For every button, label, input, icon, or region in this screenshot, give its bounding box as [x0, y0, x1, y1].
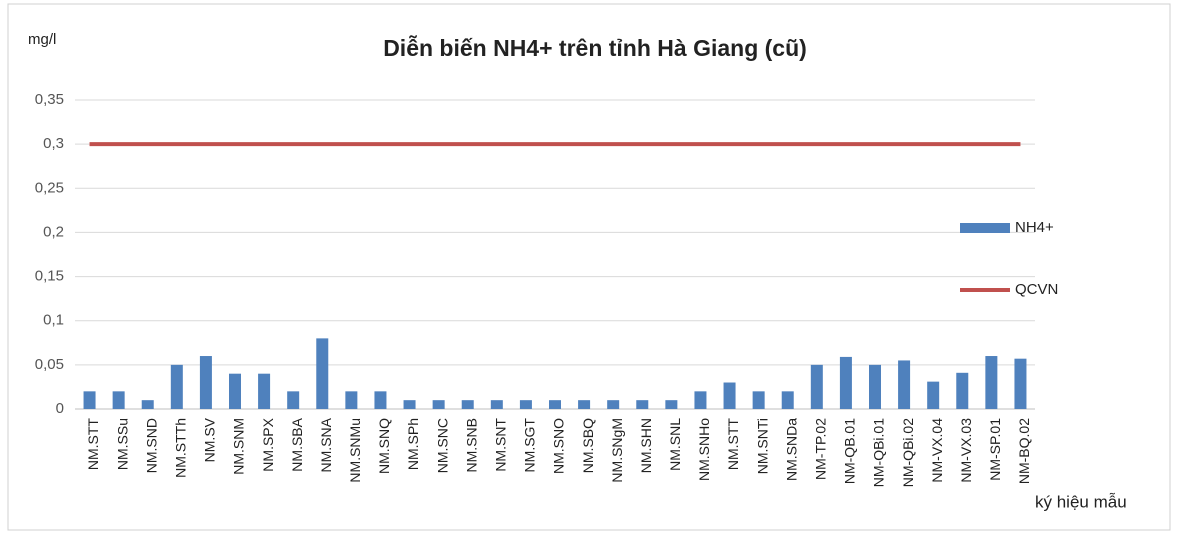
- bar: [1014, 358, 1027, 409]
- bar: [869, 364, 881, 409]
- x-tick-label: NM.SNO: [551, 418, 567, 474]
- x-tick-label: NM.SNHo: [696, 418, 712, 481]
- legend-label: NH4+: [1015, 219, 1054, 236]
- x-tick-label: NM.SHN: [638, 418, 654, 473]
- x-tick-label: NM.SSu: [114, 418, 130, 470]
- x-tick-label: NM.SNMu: [347, 418, 363, 483]
- x-tick-label: NM.SNQ: [376, 418, 392, 474]
- bar: [636, 400, 649, 409]
- bar: [287, 391, 300, 409]
- x-tick-label: NM.SV: [202, 417, 218, 462]
- x-tick-label: NM.SBQ: [580, 418, 596, 473]
- x-tick-label: NM-VX.04: [929, 418, 945, 483]
- bar: [199, 356, 212, 409]
- bar: [578, 400, 591, 409]
- chart-frame: [7, 3, 1171, 531]
- bar: [345, 391, 358, 409]
- bar: [927, 381, 940, 409]
- bar: [403, 400, 416, 409]
- legend-label: QCVN: [1015, 281, 1058, 298]
- y-tick-label: 0,35: [35, 91, 64, 108]
- chart-title: Diễn biến NH4+ trên tỉnh Hà Giang (cũ): [383, 34, 807, 61]
- x-tick-label: NM.SPh: [405, 418, 421, 470]
- bar: [752, 391, 765, 409]
- legend-swatch: [960, 223, 1010, 233]
- y-tick-label: 0,25: [35, 179, 64, 196]
- y-tick-label: 0,1: [43, 312, 64, 329]
- bar: [461, 400, 474, 409]
- x-tick-label: NM.STTh: [173, 418, 189, 478]
- x-tick-label: NM-QBi.02: [900, 418, 916, 487]
- bar: [985, 356, 998, 409]
- bar: [374, 391, 387, 409]
- x-tick-label: NM-QB.01: [842, 418, 858, 484]
- bar: [607, 400, 620, 409]
- x-tick-label: NM.SNB: [463, 418, 479, 472]
- bar: [694, 391, 707, 409]
- bar: [432, 400, 445, 409]
- x-tick-label: NM.SNM: [231, 418, 247, 475]
- x-tick-label: NM-VX.03: [958, 418, 974, 483]
- x-axis-label: ký hiệu mẫu: [1035, 492, 1127, 511]
- bar: [549, 400, 561, 409]
- x-tick-label: NM-QBi.01: [871, 418, 887, 487]
- y-tick-label: 0: [56, 400, 64, 417]
- bar: [141, 400, 154, 409]
- x-tick-label: NM.SNT: [493, 418, 509, 472]
- bar: [781, 391, 794, 409]
- bar: [83, 391, 96, 409]
- x-tick-label: NM.SBA: [289, 417, 305, 471]
- y-tick-label: 0,15: [35, 268, 64, 285]
- bar: [229, 373, 241, 409]
- bar: [665, 400, 678, 409]
- x-tick-label: NM-TP.02: [813, 418, 829, 480]
- x-tick-label: NM.SNC: [434, 418, 450, 473]
- bar: [519, 400, 532, 409]
- bar: [112, 391, 125, 409]
- bar: [898, 360, 911, 409]
- bar: [316, 338, 329, 409]
- y-tick-label: 0,05: [35, 356, 64, 373]
- x-tick-label: NM.STT: [85, 418, 101, 471]
- bar: [839, 356, 852, 409]
- x-tick-label: NM-SP.01: [987, 418, 1003, 481]
- y-tick-label: 0,2: [43, 223, 64, 240]
- x-tick-label: NM.SNA: [318, 417, 334, 472]
- x-tick-label: NM.SNgM: [609, 418, 625, 483]
- bar: [723, 382, 736, 409]
- bar: [258, 373, 271, 409]
- bar: [956, 372, 969, 409]
- bar: [810, 364, 823, 409]
- x-tick-label: NM-BQ.02: [1016, 418, 1032, 484]
- x-tick-label: NM.SNL: [667, 418, 683, 471]
- bar: [170, 364, 183, 409]
- x-tick-label: NM.SNDa: [783, 418, 799, 481]
- x-tick-label: NM.SGT: [522, 418, 538, 473]
- x-tick-label: NM.STT: [725, 418, 741, 471]
- x-tick-label: NM.SND: [143, 418, 159, 473]
- y-tick-label: 0,3: [43, 135, 64, 152]
- bar: [490, 400, 503, 409]
- y-axis-label: mg/l: [28, 31, 56, 48]
- x-tick-label: NM.SNTi: [754, 418, 770, 474]
- x-tick-label: NM.SPX: [260, 417, 276, 471]
